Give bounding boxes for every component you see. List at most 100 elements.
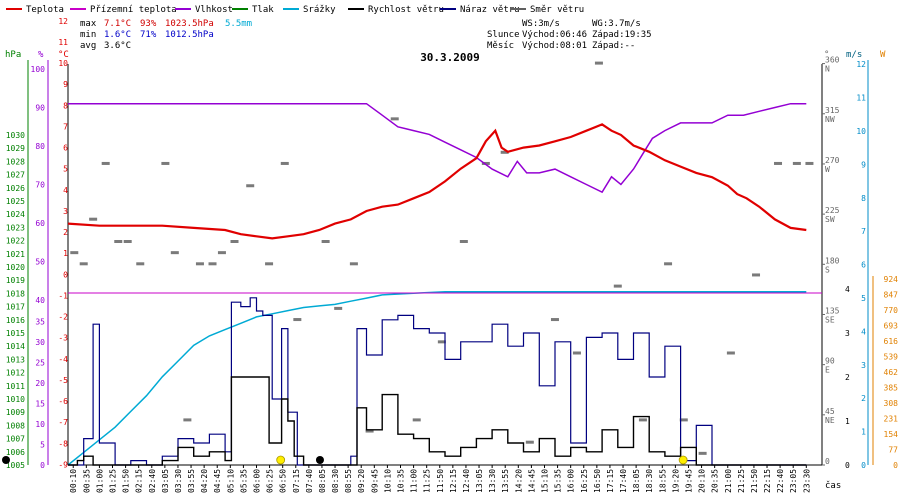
- dir-tick-letter-3: SE: [825, 315, 835, 324]
- press-tick-label-8: 1013: [6, 355, 25, 364]
- dir-tick-letter-8: N: [825, 65, 830, 74]
- time-tick-label-3: 01:25: [109, 469, 118, 493]
- dir-tick-letter-7: NW: [825, 115, 835, 124]
- legend-label-3: Tlak: [252, 5, 274, 15]
- dir-tick-letter-1: NE: [825, 416, 835, 425]
- rain-line: [67, 291, 807, 466]
- legend-label-2: Vlhkost: [195, 5, 233, 15]
- wind-tick-label-7: 7: [861, 227, 866, 236]
- hum-tick-label-7: 35: [35, 318, 45, 327]
- stats-wg: WG:3.7m/s: [592, 19, 641, 29]
- time-tick-label-21: 08:55: [344, 469, 353, 493]
- dir-tick-label-8: 360: [825, 56, 840, 65]
- time-tick-label-2: 01:00: [95, 469, 104, 493]
- wind-gust-line: [68, 297, 807, 466]
- temp-tick-label-9: 0: [63, 270, 68, 279]
- time-axis-label: čas: [825, 480, 841, 491]
- time-tick-label-11: 04:45: [213, 469, 222, 493]
- time-tick-label-18: 07:40: [305, 469, 314, 493]
- wind-direction-mark-39: [774, 161, 783, 165]
- wind-direction-mark-29: [550, 318, 559, 322]
- rad-tick-label-0: 0: [893, 461, 898, 470]
- temp-tick-label-0: -9: [58, 460, 68, 469]
- sun-mark-sunrise: [276, 455, 286, 465]
- wind-direction-mark-0: [70, 251, 79, 255]
- temp-tick-label-8: -1: [58, 291, 68, 300]
- stats-block: max min avg 7.1°C 1.6°C 3.6°C 93% 71% 10…: [80, 19, 652, 51]
- rad-tick-label-6: 462: [884, 368, 899, 377]
- hum-tick-label-13: 90: [35, 104, 45, 113]
- legend-label-1: Přízemní teplota: [90, 5, 177, 15]
- press-tick-label-4: 1009: [6, 408, 25, 417]
- time-tick-label-5: 02:15: [135, 469, 144, 493]
- stats-moonrise: Východ:08:01: [522, 41, 587, 51]
- time-tick-label-49: 20:35: [711, 469, 720, 493]
- time-tick-label-50: 21:00: [724, 469, 733, 493]
- wind-direction-mark-40: [792, 161, 801, 165]
- time-tick-label-34: 14:20: [514, 469, 523, 493]
- wind-speed-line: [68, 376, 807, 466]
- press-tick-label-12: 1017: [6, 303, 25, 312]
- dir-tick-letter-4: S: [825, 265, 830, 274]
- temp-tick-label-5: -4: [58, 355, 68, 364]
- wind-tick-label-10: 10: [856, 127, 866, 136]
- time-tick-label-22: 09:20: [357, 469, 366, 493]
- wind-tick-label-12: 12: [856, 60, 866, 69]
- dir-tick-letter-5: SW: [825, 215, 835, 224]
- time-tick-label-26: 11:00: [410, 469, 419, 493]
- time-tick-label-27: 11:25: [423, 469, 432, 493]
- hum-tick-label-4: 20: [35, 379, 45, 388]
- wind-small-tick-label-2: 2: [845, 373, 850, 382]
- dir-tick-label-3: 135: [825, 306, 840, 315]
- time-tick-label-4: 01:50: [122, 469, 131, 493]
- rad-tick-label-10: 770: [884, 306, 899, 315]
- time-tick-label-35: 14:45: [527, 469, 536, 493]
- time-tick-label-38: 16:00: [567, 469, 576, 493]
- plot-area: [2, 61, 814, 466]
- temp-tick-label-15: 6: [63, 144, 68, 153]
- wind-small-tick-label-4: 4: [845, 285, 850, 294]
- press-tick-label-5: 1010: [6, 395, 25, 404]
- rad-tick-label-9: 693: [884, 322, 899, 331]
- wind-direction-mark-7: [161, 161, 170, 165]
- legend-label-7: Směr větru: [530, 5, 584, 15]
- wind-tick-label-2: 2: [861, 394, 866, 403]
- wind-direction-mark-41: [805, 161, 814, 165]
- time-tick-label-24: 10:10: [383, 469, 392, 493]
- time-tick-label-37: 15:35: [554, 469, 563, 493]
- rad-tick-label-12: 924: [884, 275, 899, 284]
- wind-direction-mark-21: [365, 429, 374, 433]
- time-tick-label-39: 16:25: [580, 469, 589, 493]
- hum-tick-label-11: 70: [35, 181, 45, 190]
- wind-direction-mark-19: [334, 306, 343, 310]
- unit-wind: m/s: [846, 50, 862, 60]
- wind-direction-mark-17: [293, 318, 302, 322]
- temperature-line: [67, 123, 807, 240]
- wind-direction-mark-3: [101, 161, 110, 165]
- time-tick-label-14: 06:00: [253, 469, 262, 493]
- press-tick-label-2: 1007: [6, 435, 25, 444]
- rad-tick-label-7: 539: [884, 353, 899, 362]
- temp-tick-label-4: -5: [58, 376, 68, 385]
- time-tick-label-32: 13:30: [488, 469, 497, 493]
- stats-max-hum: 93%: [140, 19, 157, 29]
- time-tick-label-19: 08:05: [318, 469, 327, 493]
- sun-mark-sunset: [678, 455, 688, 465]
- time-tick-label-30: 12:40: [462, 469, 471, 493]
- wind-direction-mark-11: [208, 262, 217, 266]
- time-tick-label-56: 23:30: [802, 469, 811, 493]
- time-tick-label-16: 06:50: [279, 469, 288, 493]
- wind-direction-mark-27: [500, 150, 509, 154]
- wind-direction-mark-38: [752, 273, 761, 277]
- wind-tick-label-0: 0: [861, 461, 866, 470]
- dir-tick-label-0: 0: [825, 457, 830, 466]
- time-tick-label-23: 09:45: [370, 469, 379, 493]
- rad-tick-label-3: 231: [884, 415, 899, 424]
- hum-tick-label-6: 30: [35, 338, 45, 347]
- time-tick-label-17: 07:15: [292, 469, 301, 493]
- chart-legend: Teplota Přízemní teplota Vlhkost Tlak Srážky…: [6, 5, 584, 15]
- temp-tick-label-2: -7: [58, 418, 68, 427]
- press-tick-label-25: 1030: [6, 131, 25, 140]
- time-tick-label-20: 08:30: [331, 469, 340, 493]
- stats-min-hum: 71%: [140, 30, 157, 40]
